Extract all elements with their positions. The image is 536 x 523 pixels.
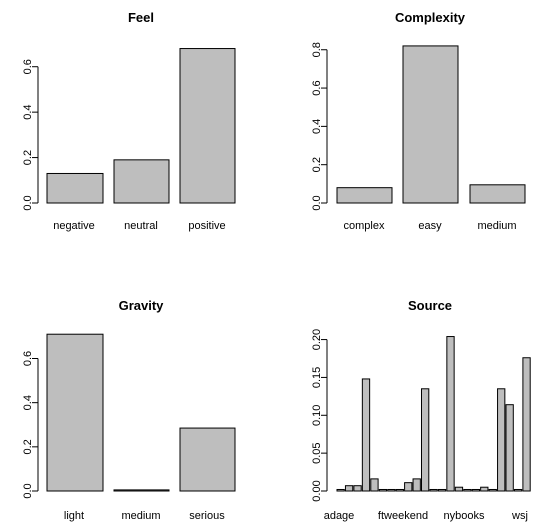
bar bbox=[489, 489, 496, 491]
panel-source: Source 0.00 0.05 0.10 0.15 0.20 adage ftweekend… bbox=[311, 298, 530, 522]
bar bbox=[362, 379, 369, 491]
category-label: complex bbox=[344, 220, 385, 232]
chart-title: Feel bbox=[128, 10, 154, 25]
y-tick-label: 0.20 bbox=[311, 329, 323, 350]
category-label: nybooks bbox=[444, 510, 485, 522]
bar bbox=[371, 479, 378, 491]
y-tick-label: 0.6 bbox=[22, 59, 34, 74]
y-tick-label: 0.15 bbox=[311, 367, 323, 388]
bar bbox=[396, 489, 403, 491]
y-tick-label: 0.4 bbox=[22, 104, 34, 119]
bar bbox=[430, 489, 437, 491]
y-tick-label: 0.6 bbox=[22, 351, 34, 366]
bar bbox=[379, 489, 386, 491]
category-label: medium bbox=[477, 220, 516, 232]
category-label: serious bbox=[189, 510, 225, 522]
y-tick-label: 0.2 bbox=[22, 150, 34, 165]
bar bbox=[403, 46, 458, 203]
bar bbox=[514, 489, 521, 491]
bar bbox=[388, 489, 395, 491]
category-label: neutral bbox=[124, 220, 158, 232]
panel-gravity: Gravity 0.0 0.2 0.4 0.6 light medium serious bbox=[22, 298, 235, 522]
bar bbox=[405, 483, 412, 491]
category-label: medium bbox=[121, 510, 160, 522]
bar bbox=[180, 428, 235, 491]
y-tick-label: 0.4 bbox=[22, 395, 34, 410]
category-label: light bbox=[64, 510, 84, 522]
chart-title: Source bbox=[408, 298, 452, 313]
bar bbox=[506, 405, 513, 491]
bar bbox=[523, 358, 530, 491]
category-label: adage bbox=[324, 510, 355, 522]
bar bbox=[498, 389, 505, 491]
y-tick-label: 0.00 bbox=[311, 480, 323, 501]
category-label: ftweekend bbox=[378, 510, 428, 522]
bar bbox=[470, 185, 525, 203]
bar bbox=[438, 489, 445, 491]
bar bbox=[464, 489, 471, 491]
bar bbox=[180, 49, 235, 203]
bar bbox=[455, 487, 462, 491]
y-tick-label: 0.8 bbox=[311, 42, 323, 57]
y-tick-label: 0.4 bbox=[311, 119, 323, 134]
y-tick-label: 0.0 bbox=[22, 195, 34, 210]
y-tick-label: 0.2 bbox=[311, 157, 323, 172]
panel-feel: Feel 0.0 0.2 0.4 0.6 negative neutral positive bbox=[22, 10, 235, 232]
y-tick-label: 0.0 bbox=[22, 483, 34, 498]
y-tick-label: 0.05 bbox=[311, 442, 323, 463]
bar bbox=[47, 173, 103, 203]
bar bbox=[472, 489, 479, 491]
bar bbox=[337, 188, 392, 203]
chart-title: Complexity bbox=[395, 10, 466, 25]
bar bbox=[413, 479, 420, 491]
y-tick-label: 0.10 bbox=[311, 405, 323, 426]
category-label: wsj bbox=[511, 510, 528, 522]
bar bbox=[345, 486, 352, 491]
y-tick-label: 0.2 bbox=[22, 439, 34, 454]
category-label: negative bbox=[53, 220, 95, 232]
bar bbox=[422, 389, 429, 491]
y-tick-label: 0.6 bbox=[311, 80, 323, 95]
category-label: easy bbox=[418, 220, 442, 232]
category-label: positive bbox=[188, 220, 225, 232]
bar bbox=[447, 337, 454, 491]
bar bbox=[114, 160, 169, 203]
panel-complexity: Complexity 0.0 0.2 0.4 0.6 0.8 complex easy medi… bbox=[311, 10, 525, 232]
bar bbox=[337, 489, 344, 491]
y-tick-label: 0.0 bbox=[311, 195, 323, 210]
bar bbox=[354, 486, 361, 491]
bar bbox=[481, 487, 488, 491]
bar bbox=[47, 334, 103, 491]
chart-title: Gravity bbox=[119, 298, 165, 313]
bar bbox=[114, 490, 169, 491]
